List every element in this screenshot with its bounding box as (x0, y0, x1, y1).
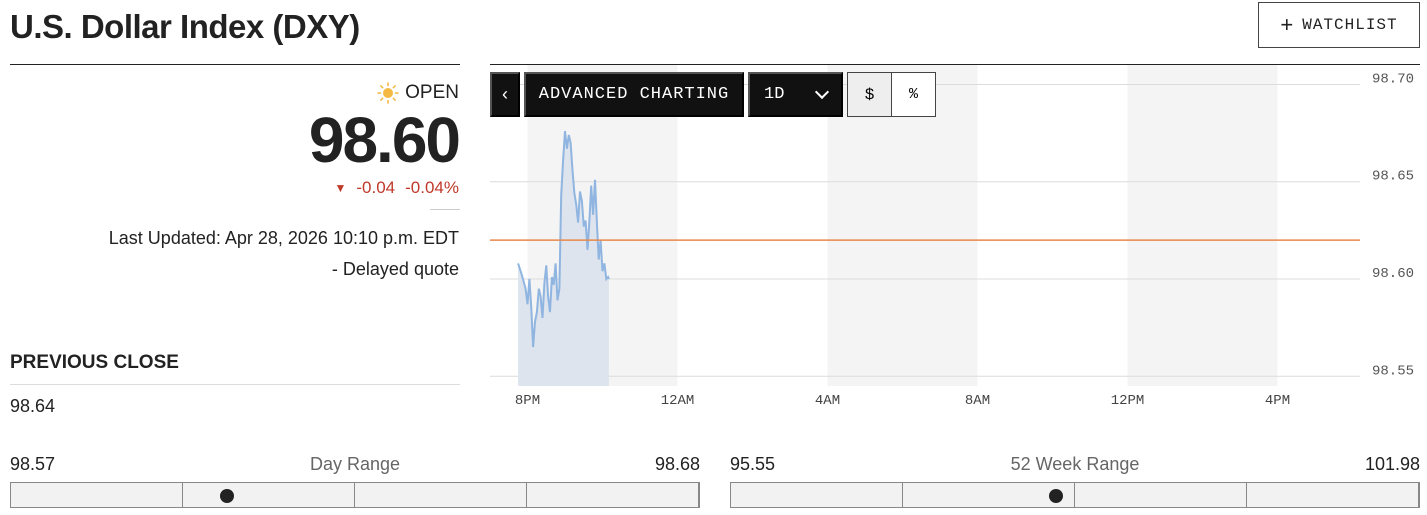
x-tick-label-5: 4PM (1265, 393, 1290, 409)
sun-icon (377, 82, 399, 104)
previous-close-value: 98.64 (10, 396, 56, 416)
current-price: 98.60 (308, 104, 461, 176)
week52-range-low: 95.55 (730, 454, 776, 474)
header-divider-left (10, 64, 460, 65)
add-to-watchlist-button[interactable]: + WATCHLIST (1258, 2, 1420, 48)
y-tick-label-2: 98.60 (1372, 266, 1414, 282)
week52-range-marker (1049, 489, 1064, 503)
x-tick-label-2: 4AM (815, 393, 840, 409)
last-updated: Last Updated: Apr 28, 2026 10:10 p.m. ED… (108, 228, 459, 248)
chevron-down-icon (814, 84, 830, 100)
change-value: -0.04 (356, 178, 396, 197)
week52-range-bar (730, 482, 1420, 508)
session-band-2 (1127, 65, 1278, 386)
down-triangle-icon: ▼ (334, 181, 347, 195)
dollar-mode-button[interactable]: $ (847, 72, 892, 117)
day-range-low: 98.57 (10, 454, 56, 474)
price-chart[interactable]: 98.70 98.65 98.60 98.55 8PM 12AM 4AM 8AM 12PM 4PM (490, 65, 1420, 415)
time-range-label: 1D (764, 85, 785, 104)
delayed-quote-note: - Delayed quote (331, 259, 459, 279)
session-band-1 (827, 65, 978, 386)
percent-mode-button[interactable]: % (892, 72, 936, 117)
price-change: ▼ -0.04 -0.04% (334, 178, 459, 198)
day-range-bar (10, 482, 700, 508)
chart-back-button[interactable]: ‹ (490, 72, 520, 117)
plus-icon: + (1280, 12, 1295, 37)
change-percent: -0.04% (405, 178, 459, 197)
day-range-high: 98.68 (654, 454, 700, 474)
y-tick-label-1: 98.65 (1372, 169, 1414, 185)
page-title: U.S. Dollar Index (DXY) (10, 8, 360, 45)
x-tick-label-3: 8AM (965, 393, 990, 409)
advanced-charting-button[interactable]: ADVANCED CHARTING (524, 72, 744, 117)
x-tick-label-4: 12PM (1111, 393, 1145, 409)
watchlist-label: WATCHLIST (1302, 16, 1398, 34)
x-tick-label-0: 8PM (515, 393, 540, 409)
previous-close-label: PREVIOUS CLOSE (10, 352, 179, 373)
market-status-label: OPEN (405, 82, 459, 103)
chevron-left-icon: ‹ (502, 84, 508, 104)
time-range-dropdown[interactable]: 1D (748, 72, 843, 117)
week52-range-high: 101.98 (1364, 454, 1420, 474)
change-divider (430, 209, 460, 210)
day-range-label: Day Range (309, 454, 401, 474)
x-tick-label-1: 12AM (661, 393, 695, 409)
price-area (518, 131, 609, 386)
previous-close-divider (10, 384, 460, 385)
y-tick-label-0: 98.70 (1372, 71, 1414, 87)
y-tick-label-3: 98.55 (1372, 363, 1414, 379)
market-status: OPEN (377, 82, 459, 104)
day-range-marker (220, 489, 235, 503)
week52-range-label: 52 Week Range (1010, 454, 1140, 474)
price-line (517, 130, 610, 348)
header-divider-right (490, 64, 1420, 65)
